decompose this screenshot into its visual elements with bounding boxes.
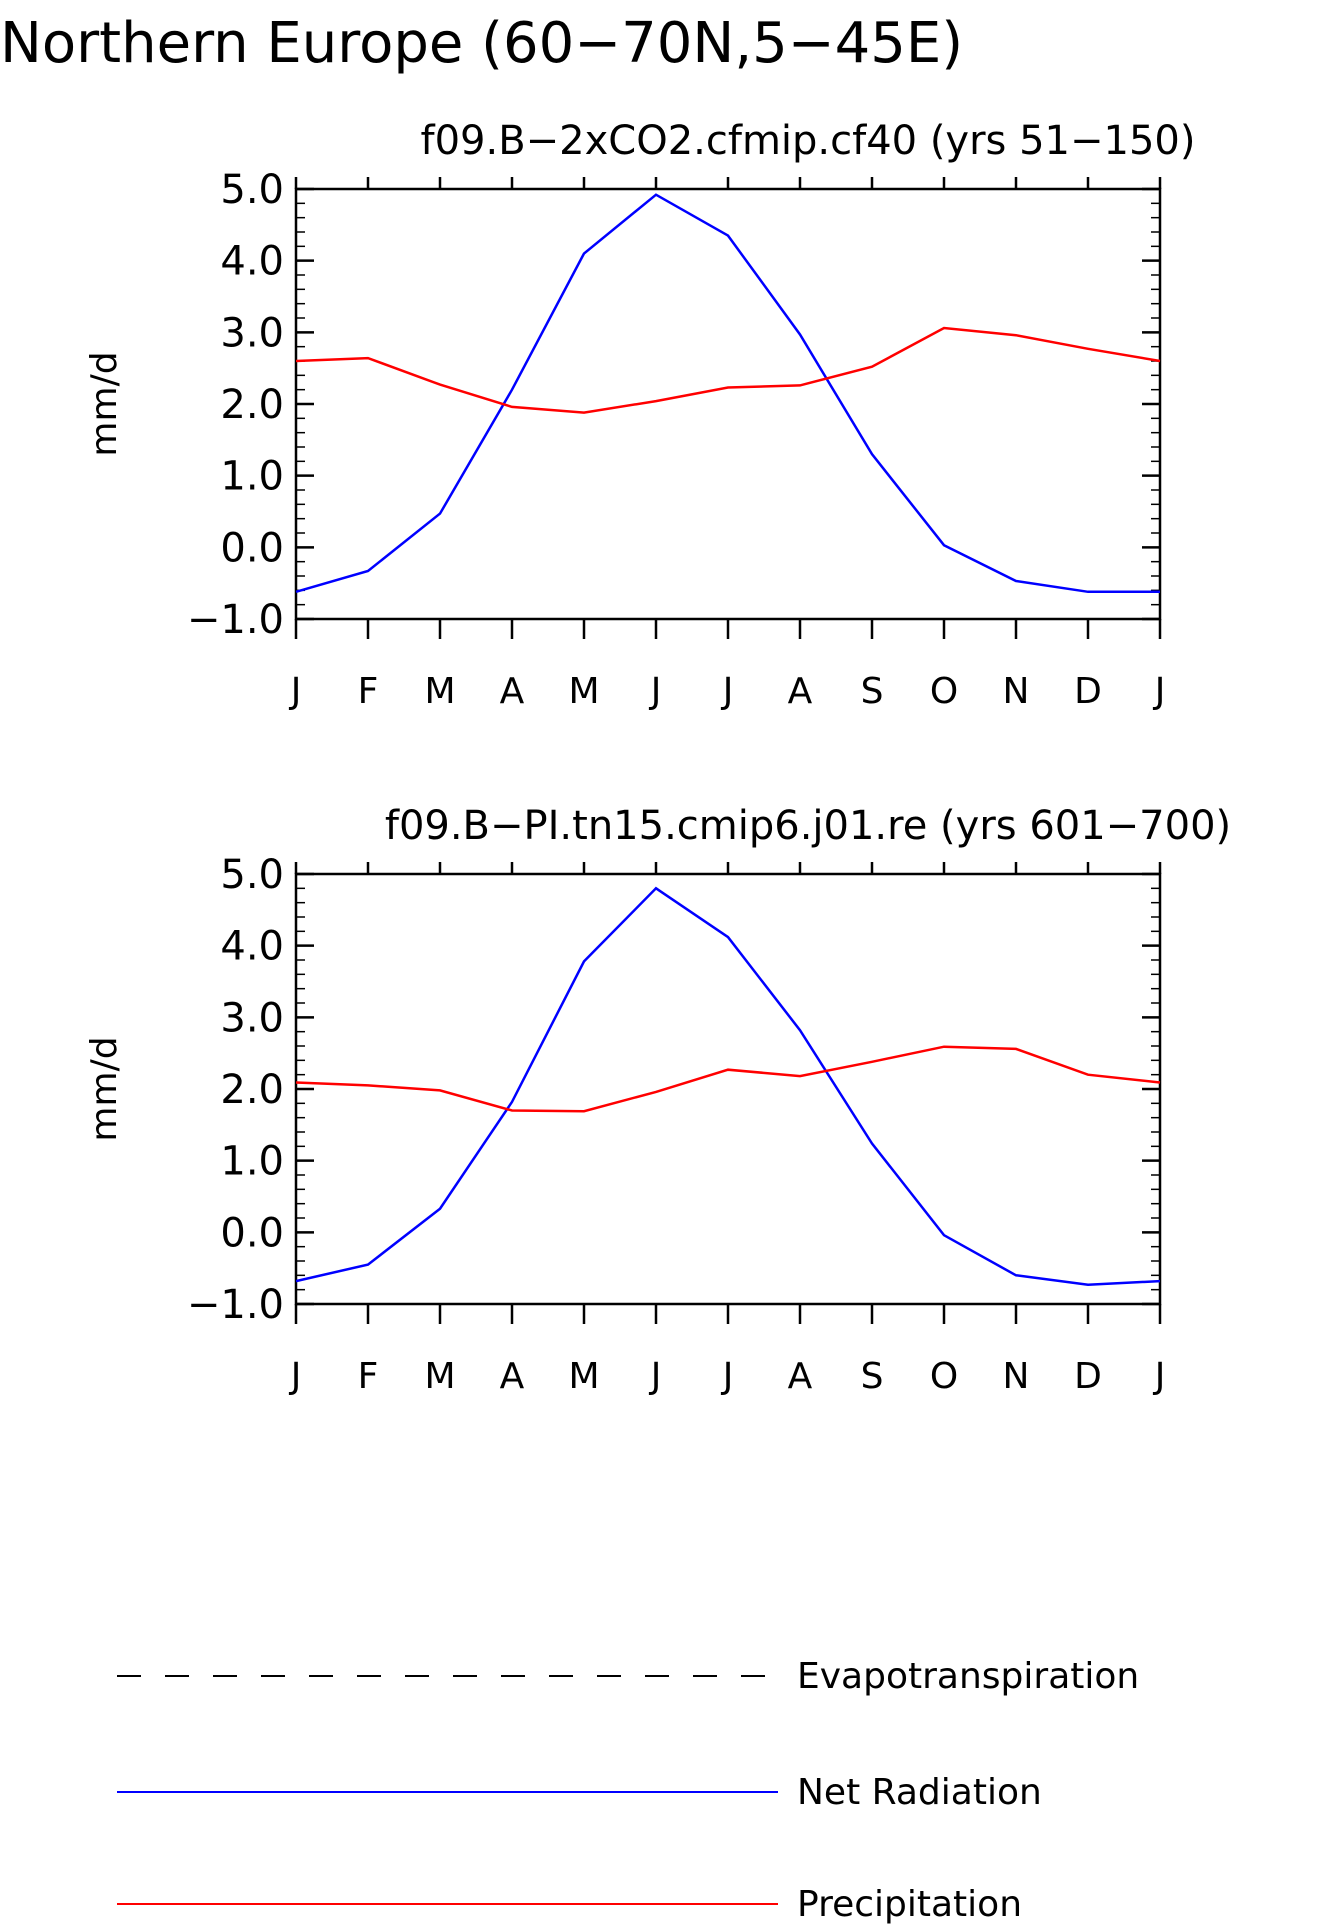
- plot-frame: [294, 187, 1162, 621]
- y-tick-label: 3.0: [220, 995, 284, 1041]
- x-tick-label: N: [1003, 671, 1030, 712]
- x-tick-label: D: [1074, 671, 1102, 712]
- legend-label-net-radiation: Net Radiation: [797, 1772, 1042, 1813]
- y-tick-label: 3.0: [220, 310, 284, 356]
- series-line-precipitation: [295, 326, 1161, 414]
- series-line-precipitation: [295, 1045, 1161, 1113]
- legend-label-evapotranspiration: Evapotranspiration: [797, 1656, 1139, 1697]
- y-tick-label: 0.0: [220, 1210, 284, 1256]
- y-tick-label: 4.0: [220, 239, 284, 285]
- legend-item-net-radiation: Net Radiation: [117, 1772, 1042, 1813]
- chart-title: f09.B−PI.tn15.cmip6.j01.re (yrs 601−700): [385, 803, 1231, 849]
- x-tick-label: A: [500, 671, 525, 712]
- y-tick-label: 1.0: [220, 1139, 284, 1185]
- y-tick-label: 0.0: [220, 525, 284, 571]
- y-tick-label: 2.0: [220, 1067, 284, 1113]
- legend-label-precipitation: Precipitation: [797, 1884, 1022, 1925]
- y-tick-label: −1.0: [187, 1282, 284, 1328]
- chart-panel-top: f09.B−2xCO2.cfmip.cf40 (yrs 51−150) mm/d 5…: [84, 118, 1195, 712]
- x-tick-label: J: [289, 1356, 302, 1397]
- y-axis-label: mm/d: [84, 351, 125, 456]
- legend-item-precipitation: Precipitation: [117, 1884, 1022, 1925]
- x-tick-label: J: [1153, 1356, 1166, 1397]
- x-tick-label: O: [930, 1356, 958, 1397]
- y-tick-label: 2.0: [220, 382, 284, 428]
- x-tick-label: S: [861, 671, 884, 712]
- x-tick-label: A: [788, 671, 813, 712]
- y-tick-label: 4.0: [220, 924, 284, 970]
- x-tick-label: J: [289, 671, 302, 712]
- series-line-net-radiation: [295, 193, 1160, 594]
- x-tick-label: J: [721, 671, 734, 712]
- x-tick-label: O: [930, 671, 958, 712]
- legend: Evapotranspiration Net Radiation Precipi…: [117, 1656, 1139, 1925]
- y-tick-label: −1.0: [187, 597, 284, 643]
- y-tick-label: 1.0: [220, 454, 284, 500]
- x-tick-label: M: [424, 671, 455, 712]
- x-tick-label: D: [1074, 1356, 1102, 1397]
- x-tick-label: M: [424, 1356, 455, 1397]
- x-tick-label: J: [649, 1356, 662, 1397]
- y-tick-label: 5.0: [220, 167, 284, 213]
- x-tick-label: N: [1003, 1356, 1030, 1397]
- x-tick-label: J: [1153, 671, 1166, 712]
- x-tick-label: M: [568, 1356, 599, 1397]
- y-tick-label: 5.0: [220, 852, 284, 898]
- x-tick-label: F: [358, 671, 379, 712]
- legend-item-evapotranspiration: Evapotranspiration: [117, 1656, 1139, 1697]
- series-line-net-radiation: [295, 886, 1161, 1286]
- chart-panel-bottom: f09.B−PI.tn15.cmip6.j01.re (yrs 601−700)…: [84, 803, 1231, 1397]
- x-tick-label: J: [721, 1356, 734, 1397]
- page-title: Northern Europe (60−70N,5−45E): [0, 11, 963, 76]
- x-tick-label: S: [861, 1356, 884, 1397]
- chart-title: f09.B−2xCO2.cfmip.cf40 (yrs 51−150): [421, 118, 1196, 164]
- y-axis-label: mm/d: [84, 1036, 125, 1141]
- x-tick-label: A: [788, 1356, 813, 1397]
- x-tick-label: M: [568, 671, 599, 712]
- x-tick-label: A: [500, 1356, 525, 1397]
- x-tick-label: J: [649, 671, 662, 712]
- x-tick-label: F: [358, 1356, 379, 1397]
